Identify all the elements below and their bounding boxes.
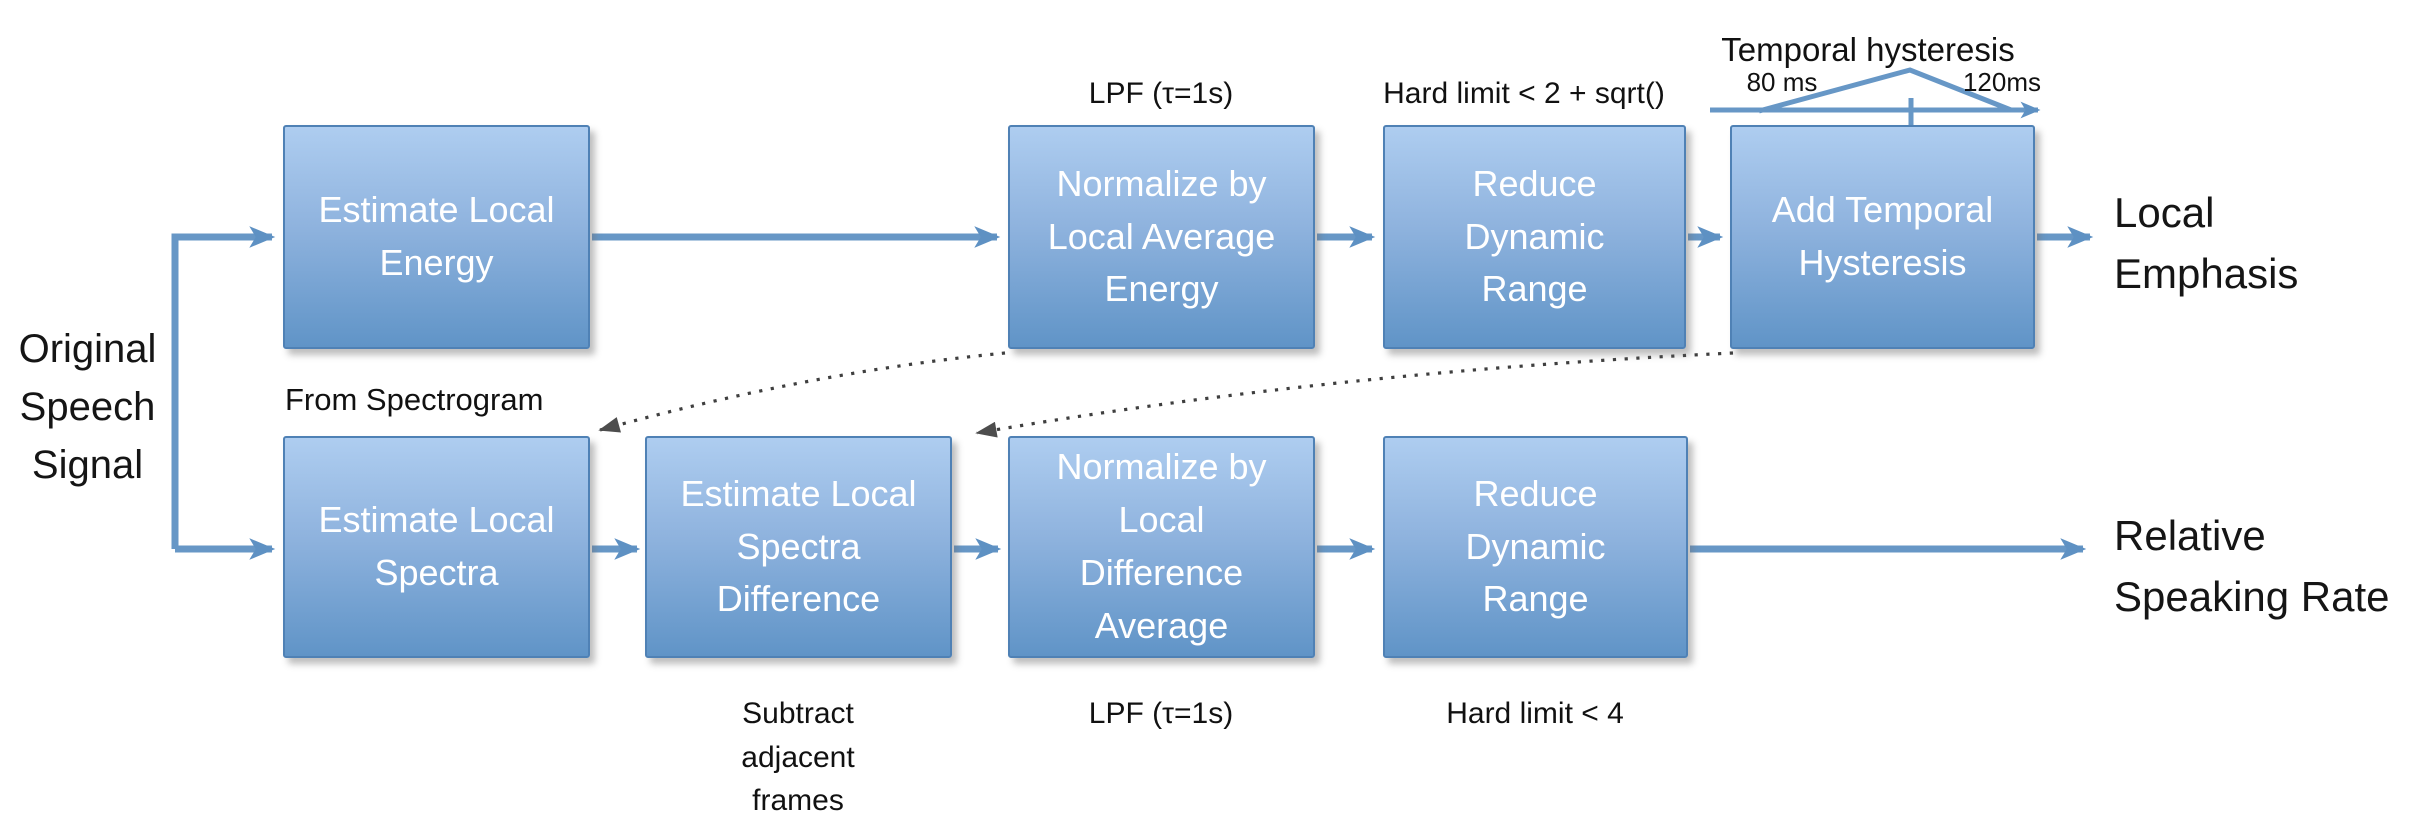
- annotation-temporal-hysteresis-title: Temporal hysteresis: [1721, 31, 2015, 68]
- annotation-hysteresis-120ms: 120ms: [1962, 67, 2042, 97]
- box-estimate-local-spectra: Estimate Local Spectra: [283, 436, 590, 658]
- annotation-from-spectrogram: From Spectrogram: [285, 382, 544, 417]
- input-branch-top-arrow: [171, 226, 276, 549]
- dotted-link-hysteresis-to-spectra-difference: [975, 351, 1734, 438]
- annotation-hard-limit-bottom: Hard limit < 4: [1446, 697, 1624, 730]
- box-reduce-dynamic-range-top: Reduce Dynamic Range: [1383, 125, 1686, 349]
- output-label-local-emphasis: Local Emphasis: [2114, 189, 2299, 297]
- dotted-link-normalize-energy-to-spectra: [598, 351, 1006, 433]
- input-label-original-speech-signal: Original Speech Signal: [18, 327, 157, 487]
- box-reduce-dynamic-range-bottom: Reduce Dynamic Range: [1383, 436, 1688, 658]
- annotation-subtract-adjacent-frames: Subtract adjacent frames: [741, 697, 855, 817]
- annotation-lpf-top: LPF (τ=1s): [1088, 77, 1234, 110]
- box-normalize-by-local-difference-average: Normalize by Local Difference Average: [1008, 436, 1315, 658]
- box-add-temporal-hysteresis: Add Temporal Hysteresis: [1730, 125, 2035, 349]
- annotation-hysteresis-80ms: 80 ms: [1746, 67, 1818, 97]
- box-estimate-local-energy: Estimate Local Energy: [283, 125, 590, 349]
- annotation-hard-limit-top: Hard limit < 2 + sqrt(): [1383, 77, 1665, 110]
- box-estimate-local-spectra-difference: Estimate Local Spectra Difference: [645, 436, 952, 658]
- annotation-lpf-bottom: LPF (τ=1s): [1088, 697, 1234, 730]
- output-label-relative-speaking-rate: Relative Speaking Rate: [2114, 512, 2390, 620]
- box-normalize-by-local-average-energy: Normalize by Local Average Energy: [1008, 125, 1315, 349]
